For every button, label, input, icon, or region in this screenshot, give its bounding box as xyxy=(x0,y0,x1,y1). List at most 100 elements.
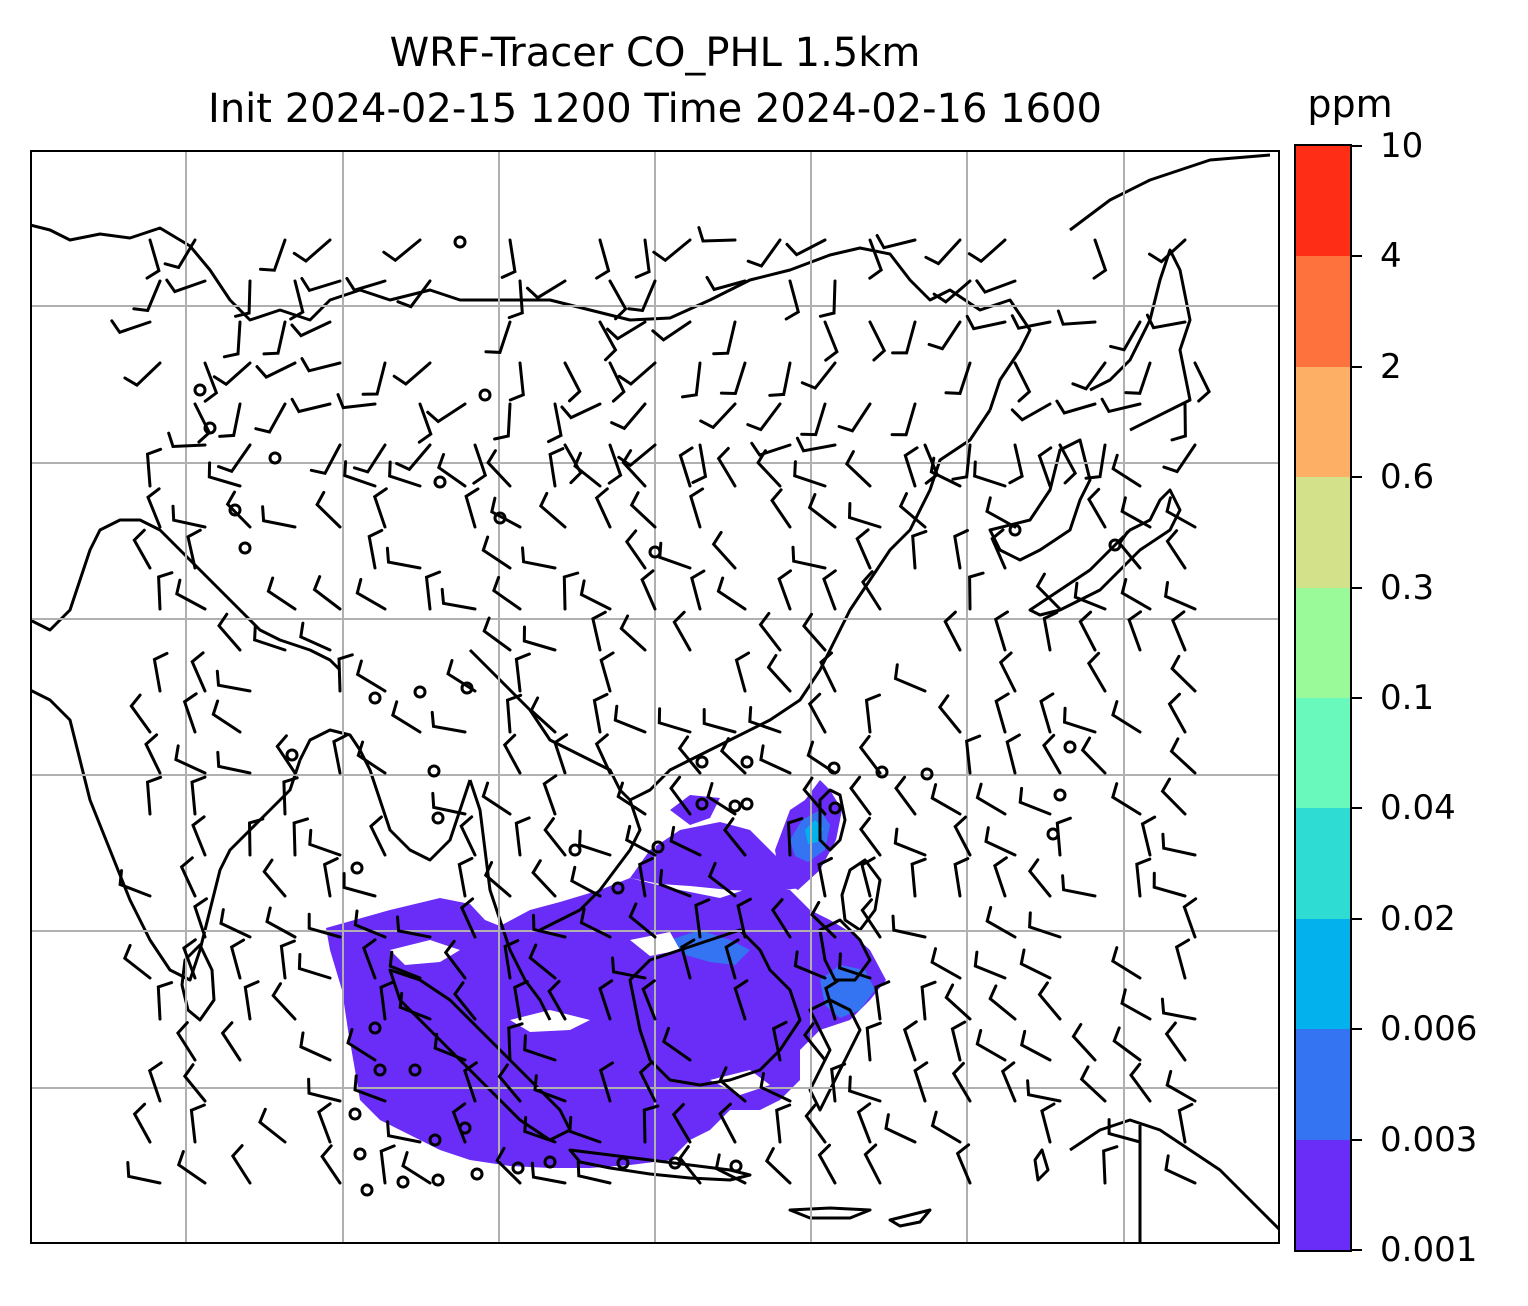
wind-barb xyxy=(750,441,792,457)
wind-barb xyxy=(1107,1118,1142,1144)
colorbar-tick-label: 2 xyxy=(1380,346,1402,387)
wind-barb xyxy=(891,320,917,355)
wind-barb xyxy=(770,488,792,529)
wind-barb xyxy=(691,443,708,484)
wind-barb xyxy=(207,461,242,488)
wind-barb xyxy=(1019,1029,1052,1062)
wind-barb xyxy=(522,625,557,652)
wind-barb xyxy=(275,734,297,775)
wind-barb xyxy=(804,1103,827,1144)
wind-barb xyxy=(1005,733,1021,775)
wind-barb xyxy=(157,571,174,611)
wind-barb xyxy=(266,576,297,611)
wind-barb xyxy=(254,402,287,434)
calm-marker xyxy=(193,383,207,397)
wind-barb xyxy=(261,505,297,529)
wind-barb xyxy=(1120,577,1152,611)
colorbar-tick-label: 0.04 xyxy=(1380,788,1456,829)
wind-barb xyxy=(875,234,917,250)
wind-barb xyxy=(220,1021,242,1062)
wind-barb xyxy=(1170,402,1187,442)
wind-barb xyxy=(282,776,299,816)
wind-barb xyxy=(532,913,567,939)
wind-barb xyxy=(802,612,827,652)
wind-barb xyxy=(985,906,1017,939)
wind-barb xyxy=(431,791,467,816)
wind-barb xyxy=(707,861,737,898)
wind-barb xyxy=(953,815,972,857)
wind-barb xyxy=(718,1066,747,1103)
wind-barb xyxy=(624,529,647,570)
wind-barb xyxy=(265,906,297,939)
wind-barb xyxy=(786,817,804,857)
wind-barb xyxy=(495,1146,522,1185)
wind-barb xyxy=(563,361,582,403)
wind-barb xyxy=(822,569,837,611)
wind-barb xyxy=(255,361,297,379)
wind-barb xyxy=(553,733,569,775)
wind-barb xyxy=(547,979,567,1021)
wind-barb xyxy=(627,279,657,313)
wind-barb xyxy=(486,449,512,488)
wind-barb xyxy=(1127,610,1142,652)
colorbar-tick-mark xyxy=(1352,476,1362,479)
wind-barb xyxy=(174,744,207,775)
wind-barb xyxy=(838,952,872,980)
calm-marker xyxy=(1008,523,1022,537)
wind-barb xyxy=(621,449,647,488)
wind-barb xyxy=(353,909,387,939)
calm-marker xyxy=(875,765,889,779)
wind-barb xyxy=(271,982,297,1021)
calm-marker xyxy=(360,1183,374,1197)
wind-barb xyxy=(212,361,252,387)
wind-barb xyxy=(651,320,692,342)
calm-marker xyxy=(616,1156,630,1170)
wind-barb xyxy=(610,402,647,431)
colorbar-tick-mark xyxy=(1352,1249,1362,1251)
wind-barb xyxy=(824,979,840,1021)
wind-barb xyxy=(320,1144,342,1185)
wind-barb xyxy=(507,279,524,320)
wind-barb xyxy=(712,320,737,356)
wind-barb xyxy=(424,570,442,611)
wind-barb xyxy=(830,1062,847,1103)
wind-barb xyxy=(336,393,377,410)
chart-title-line1: WRF-Tracer CO_PHL 1.5km xyxy=(389,30,921,76)
wind-barb xyxy=(132,279,162,313)
wind-barb xyxy=(225,490,252,529)
wind-barb xyxy=(724,938,740,980)
wind-barb xyxy=(1152,871,1187,898)
wind-barb xyxy=(514,652,531,693)
wind-barb xyxy=(847,502,882,529)
wind-barb xyxy=(1039,692,1055,734)
wind-barb xyxy=(1140,815,1157,857)
wind-barb xyxy=(669,775,692,816)
wind-barb xyxy=(332,733,348,775)
wind-barb xyxy=(860,898,882,939)
wind-barb xyxy=(1080,736,1107,775)
wind-barb xyxy=(855,528,872,570)
colorbar-segment xyxy=(1296,1139,1350,1250)
wind-barb xyxy=(528,943,557,980)
wind-barb xyxy=(1000,1061,1017,1103)
colorbar-tick-label: 0.006 xyxy=(1380,1009,1478,1050)
calm-marker xyxy=(428,1133,442,1147)
wind-barb xyxy=(1086,651,1107,693)
wind-barb xyxy=(548,447,565,488)
wind-barb xyxy=(382,238,422,263)
wind-barb xyxy=(1055,399,1097,415)
wind-barb xyxy=(464,487,480,529)
wind-barb xyxy=(1120,496,1152,529)
wind-barb xyxy=(146,487,162,529)
wind-barb xyxy=(491,575,522,611)
wind-barb xyxy=(598,979,614,1021)
wind-barb xyxy=(342,872,377,898)
wind-barb xyxy=(868,238,884,280)
wind-barb xyxy=(453,981,477,1021)
wind-barb xyxy=(503,939,520,980)
colorbar-segment xyxy=(1296,1029,1350,1140)
wind-barb xyxy=(132,528,152,570)
wind-barb xyxy=(513,980,529,1021)
wind-barb xyxy=(837,402,872,433)
wind-barb xyxy=(193,897,208,939)
